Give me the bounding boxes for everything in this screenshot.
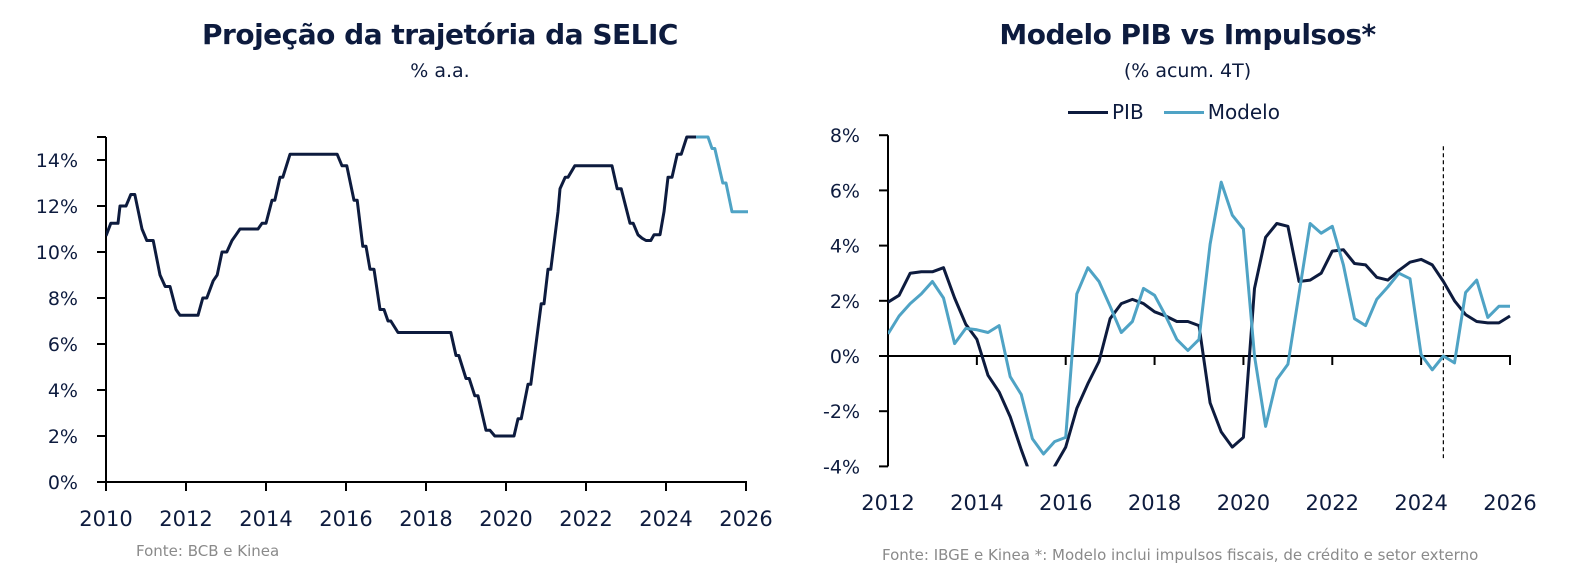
- x-tick-label: 2012: [159, 507, 212, 531]
- series-line-projeção: [696, 135, 748, 214]
- y-tick-label: 2%: [830, 291, 860, 313]
- legend-swatch-pib: [1068, 110, 1108, 114]
- y-tick-label: 8%: [830, 125, 860, 147]
- selic-chart: 0% 2% 4% 6% 8% 10% 12% 14% 2010 2012 2014 2016 2018 2…: [36, 135, 773, 531]
- y-tick-label: 6%: [830, 180, 860, 202]
- pib-chart-subtitle: (% acum. 4T): [1123, 60, 1252, 82]
- y-tick-label: 0%: [48, 472, 78, 494]
- y-tick-label: 4%: [48, 380, 78, 402]
- y-tick-label: 2%: [48, 426, 78, 448]
- y-tick-label: 6%: [48, 334, 78, 356]
- legend-swatch-modelo: [1163, 110, 1204, 114]
- series-line-selic: [106, 135, 696, 438]
- series-line-modelo: [888, 180, 1510, 456]
- x-tick-label: 2026: [1483, 491, 1536, 515]
- x-tick-label: 2018: [399, 507, 452, 531]
- legend-label-modelo: Modelo: [1207, 100, 1280, 124]
- legend-label-pib: PIB: [1112, 100, 1144, 124]
- x-tick-label: 2016: [319, 507, 372, 531]
- y-tick-label: 4%: [830, 236, 860, 258]
- x-tick-label: 2024: [1394, 491, 1447, 515]
- selic-chart-source: Fonte: BCB e Kinea: [136, 542, 280, 560]
- pib-chart-legend: PIB Modelo: [1068, 100, 1300, 124]
- selic-chart-subtitle: % a.a.: [410, 60, 470, 82]
- y-tick-label: 12%: [36, 196, 78, 218]
- y-tick-label: -2%: [823, 401, 860, 423]
- x-tick-label: 2010: [79, 507, 132, 531]
- x-tick-label: 2014: [950, 491, 1003, 515]
- x-tick-label: 2022: [559, 507, 612, 531]
- x-tick-label: 2018: [1128, 491, 1181, 515]
- y-tick-label: 0%: [830, 346, 860, 368]
- pib-chart-title: Modelo PIB vs Impulsos*: [999, 18, 1376, 51]
- x-tick-label: 2026: [719, 507, 772, 531]
- x-tick-label: 2024: [639, 507, 692, 531]
- x-tick-label: 2020: [479, 507, 532, 531]
- y-tick-label: 8%: [48, 288, 78, 310]
- x-tick-label: 2016: [1039, 491, 1092, 515]
- y-tick-label: 14%: [36, 150, 78, 172]
- series-line-pib: [888, 222, 1511, 467]
- x-tick-label: 2012: [861, 491, 914, 515]
- x-tick-label: 2020: [1217, 491, 1270, 515]
- y-tick-label: -4%: [823, 456, 860, 478]
- legend-item-modelo: Modelo: [1163, 100, 1280, 124]
- y-tick-label: 10%: [36, 242, 78, 264]
- legend-item-pib: PIB: [1068, 100, 1144, 124]
- x-tick-label: 2022: [1306, 491, 1359, 515]
- selic-chart-title: Projeção da trajetória da SELIC: [202, 18, 678, 51]
- pib-chart-source: Fonte: IBGE e Kinea *: Modelo inclui imp…: [882, 546, 1479, 564]
- x-tick-label: 2014: [239, 507, 292, 531]
